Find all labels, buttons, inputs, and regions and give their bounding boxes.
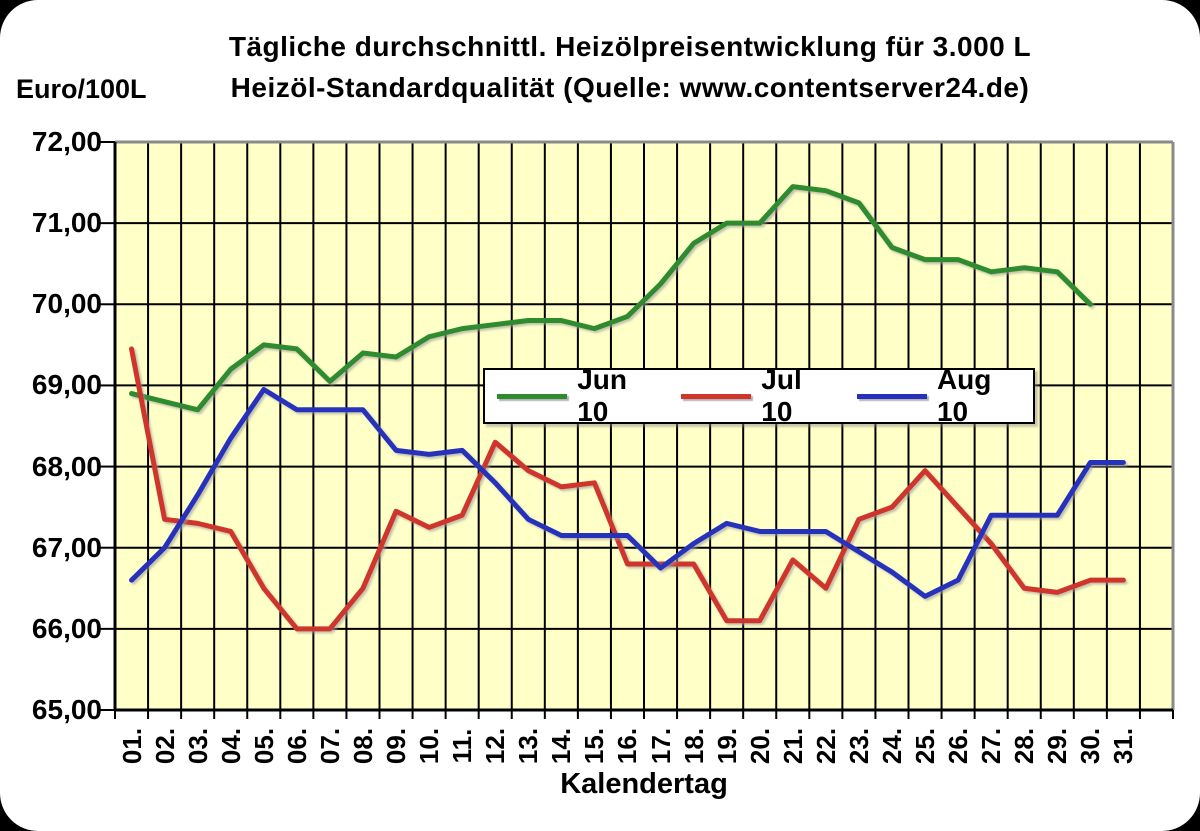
- y-tick-label: 71,00: [31, 207, 102, 239]
- legend-label-aug: Aug 10: [936, 364, 992, 427]
- legend-item-jun: Jun 10: [497, 364, 657, 428]
- y-tick-label: 65,00: [31, 694, 102, 725]
- y-tick-label: 69,00: [31, 369, 102, 401]
- legend-line-swatch-aug: [856, 393, 927, 399]
- x-axis-title: Kalendertag: [560, 768, 728, 800]
- series-line-aug-10: [129, 386, 1126, 599]
- y-tick-label: 66,00: [31, 612, 102, 644]
- y-tick-label: 70,00: [31, 288, 102, 320]
- legend-item-aug: Aug 10: [856, 364, 1021, 428]
- series-line-jun-10: [129, 184, 1093, 413]
- legend-item-jul: Jul 10: [681, 364, 833, 428]
- legend: Jun 10 Jul 10 Aug 10: [483, 364, 1035, 427]
- legend-label-jul: Jul 10: [761, 364, 802, 427]
- legend-label-jun: Jun 10: [577, 364, 627, 427]
- chart-title-line1: Tägliche durchschnittl. Heizölpreisentwi…: [228, 31, 1032, 62]
- y-axis-unit-label: Euro/100L: [16, 74, 147, 104]
- chart-title: Tägliche durchschnittl. Heizölpreisentwi…: [130, 26, 1130, 108]
- y-tick-label: 72,00: [31, 126, 102, 157]
- y-tick-label: 67,00: [31, 531, 102, 563]
- series-line-jul-10: [129, 346, 1126, 632]
- y-tick-label: 68,00: [31, 450, 102, 482]
- legend-line-swatch-jul: [681, 393, 752, 399]
- chart-title-line2: Heizöl-Standardqualität (Quelle: www.con…: [230, 72, 1030, 103]
- legend-line-swatch-jun: [497, 393, 568, 399]
